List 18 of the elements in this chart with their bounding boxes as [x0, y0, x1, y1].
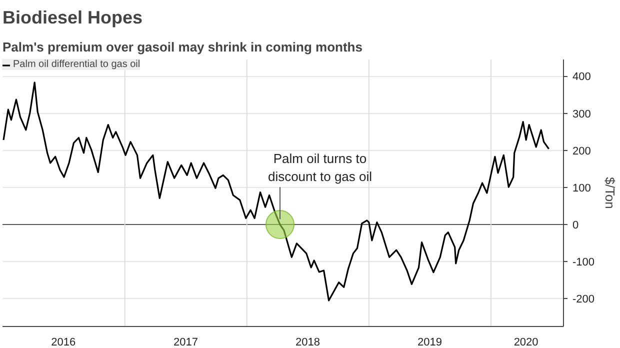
legend-label: Palm oil differential to gas oil [13, 59, 140, 70]
y-tick-label: 400 [572, 71, 591, 84]
y-tick-label: 100 [572, 182, 591, 194]
x-tick-label: 2017 [173, 336, 198, 348]
line-series [2, 82, 550, 302]
y-tick-label: -100 [572, 256, 595, 269]
x-tick-label: 2020 [514, 336, 538, 348]
y-tick-label: -200 [572, 294, 595, 306]
x-tick-label: 2019 [418, 336, 442, 348]
y-tick-label: 300 [572, 108, 591, 120]
y-tick-label: 0 [572, 220, 579, 232]
chart-subtitle: Palm's premium over gasoil may shrink in coming months [2, 40, 362, 54]
annotation: Palm oil turns to discount to gas oil [268, 151, 372, 184]
chart-title: Biodiesel Hopes [2, 8, 143, 28]
x-tick-label: 2018 [296, 336, 320, 348]
y-tick-label: 200 [572, 145, 591, 158]
y-axis-title: $/Ton [602, 177, 618, 209]
x-tick-label: 2016 [51, 336, 76, 348]
